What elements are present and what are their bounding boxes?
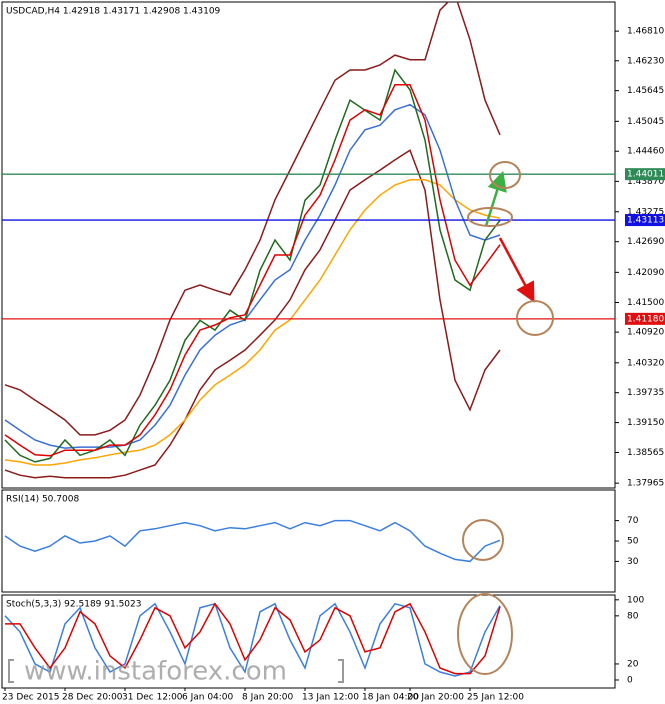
x-tick-label: 25 Jan 12:00	[467, 693, 524, 703]
circle-mark	[516, 300, 554, 336]
series-line	[4, 179, 501, 466]
y-tick-label: 1.44460	[627, 147, 664, 157]
y-tick-label: 100	[627, 595, 644, 605]
x-tick-label: 13 Jan 12:00	[302, 693, 359, 703]
x-tick-label: 18 Jan 04:00	[362, 693, 419, 703]
panel-title: RSI(14) 50.7008	[6, 495, 79, 505]
x-tick-label: 8 Jan 20:00	[242, 693, 294, 703]
series-line	[4, 149, 501, 479]
panel-title: USDCAD,H4 1.42918 1.43171 1.42908 1.4310…	[6, 7, 221, 17]
x-tick-label: 31 Dec 12:00	[122, 693, 183, 703]
y-tick-label: 1.43275	[627, 207, 664, 217]
circle-mark	[462, 519, 504, 561]
series-line	[4, 602, 501, 677]
circle-mark	[457, 593, 513, 675]
x-tick-label: 6 Jan 04:00	[182, 693, 234, 703]
y-tick-label: 0	[627, 675, 633, 685]
series-line	[4, 68, 501, 463]
x-tick-label: 20 Jan 20:00	[407, 693, 464, 703]
level-label-box	[625, 168, 665, 181]
series-line	[4, 519, 501, 563]
y-tick-label: 1.39735	[627, 388, 664, 398]
y-tick-label: 70	[627, 516, 639, 526]
y-tick-label: 50	[627, 537, 639, 547]
y-tick-label: 30	[627, 557, 639, 567]
series-line	[4, 84, 501, 457]
series-group	[4, 602, 501, 677]
level-label-box	[625, 214, 665, 227]
y-tick-label: 1.42690	[627, 237, 664, 247]
y-tick-label: 1.45045	[627, 117, 664, 127]
panel-frame	[1, 594, 616, 689]
circle-mark	[489, 161, 521, 189]
y-tick-label: 1.46810	[627, 27, 664, 37]
y-tick-label: 1.46230	[627, 56, 664, 66]
series-line	[5, 602, 501, 675]
panel-title: Stoch(5,3,3) 92.5189 91.5023	[6, 600, 141, 610]
y-tick-label: 1.37965	[627, 479, 664, 489]
y-tick-label: 1.40920	[627, 328, 664, 338]
circle-mark	[467, 207, 513, 227]
y-tick-label: 1.38565	[627, 448, 664, 458]
series-group	[4, 519, 501, 563]
series-group	[4, 2, 501, 479]
x-tick-label: 23 Dec 2015	[2, 693, 60, 703]
annotations	[8, 161, 554, 683]
series-line	[4, 2, 501, 436]
x-tick-label: 28 Dec 20:00	[62, 693, 123, 703]
watermark-brackets	[8, 659, 344, 683]
y-tick-label: 1.39150	[627, 418, 664, 428]
y-tick-label: 80	[627, 611, 639, 621]
level-label: 1.44011	[627, 170, 664, 180]
y-tick-label: 20	[627, 659, 639, 669]
y-tick-label: 1.42090	[627, 268, 664, 278]
y-tick-label: 1.45645	[627, 86, 664, 96]
panel-frame	[1, 1, 616, 489]
level-label: 1.43113	[627, 216, 664, 226]
y-tick-label: 1.40320	[627, 358, 664, 368]
y-tick-label: 1.43870	[627, 177, 664, 187]
watermark: www.instaforex.com	[24, 657, 287, 687]
y-tick-label: 1.41500	[627, 298, 664, 308]
level-label-box	[625, 312, 665, 325]
down-arrow	[498, 237, 535, 303]
series-line	[4, 103, 501, 449]
level-label: 1.41180	[627, 314, 664, 324]
